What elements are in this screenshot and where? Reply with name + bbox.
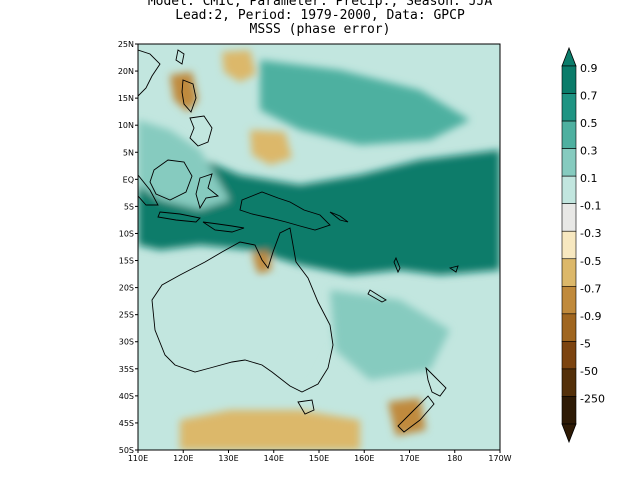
colorbar-swatch bbox=[561, 396, 577, 425]
x-tick-label: 180 bbox=[447, 454, 462, 463]
colorbar-swatch bbox=[561, 341, 577, 370]
field-region-indonesia-south-china-sea bbox=[138, 120, 230, 210]
coastline-new-guinea bbox=[239, 191, 331, 231]
x-tick-label: 170E bbox=[399, 454, 419, 463]
x-tick-label: 170W bbox=[488, 454, 511, 463]
coastline-nz-north bbox=[425, 366, 447, 397]
colorbar-label: -0.3 bbox=[580, 227, 601, 240]
colorbar-swatch bbox=[561, 65, 577, 94]
field-region-philippines-west bbox=[170, 72, 198, 112]
y-tick-label: 50S bbox=[119, 446, 134, 455]
coastline-solomons bbox=[329, 211, 349, 223]
field-region-southern-ocean-45s bbox=[180, 410, 360, 450]
colorbar-swatch bbox=[561, 258, 577, 287]
colorbar-swatch bbox=[561, 230, 577, 260]
x-tick-label: 130E bbox=[218, 454, 238, 463]
field-region-mindanao-east bbox=[250, 130, 292, 165]
colorbar-top-arrow bbox=[561, 46, 577, 67]
field-region-interior-australia bbox=[165, 280, 320, 370]
coastline-nusa-tenggara bbox=[202, 221, 245, 233]
map-field bbox=[138, 44, 500, 450]
land-outlines bbox=[138, 49, 459, 433]
y-tick-label: 20S bbox=[119, 284, 134, 293]
coastline-asia bbox=[138, 49, 161, 97]
colorbar-label: -0.7 bbox=[580, 282, 601, 295]
coastline-australia bbox=[151, 227, 334, 393]
colorbar-swatch bbox=[561, 368, 577, 397]
colorbar-label: -5 bbox=[580, 337, 591, 350]
chart-title-line3: MSSS (phase error) bbox=[249, 22, 391, 37]
y-tick-label: 25N bbox=[118, 40, 134, 49]
coastline-sumatra bbox=[138, 174, 159, 206]
coastline-new-caledonia bbox=[367, 289, 387, 303]
y-tick-label: 45S bbox=[119, 419, 134, 428]
y-tick-label: EQ bbox=[123, 175, 134, 184]
colorbar-swatch bbox=[561, 93, 577, 122]
colorbar-bottom-arrow bbox=[561, 423, 577, 444]
latitude-axis: 25N 20N 15N 10N 5N EQ 5S 10S 15S 20S 25S 30S 35S 40S 4… bbox=[118, 40, 138, 455]
y-tick-label: 5S bbox=[124, 202, 134, 211]
colorbar-label: 0.3 bbox=[580, 145, 598, 158]
longitude-axis: 110E 120E 130E 140E 150E 160E 170E 180 170W bbox=[128, 450, 512, 463]
y-tick-label: 5N bbox=[123, 148, 134, 157]
colorbar-swatch bbox=[561, 148, 577, 177]
x-tick-label: 150E bbox=[309, 454, 329, 463]
colorbar-swatch bbox=[561, 203, 577, 232]
y-tick-label: 35S bbox=[119, 365, 134, 374]
coastline-taiwan bbox=[175, 49, 185, 65]
colorbar-label: 0.9 bbox=[580, 62, 598, 75]
colorbar-label: 0.1 bbox=[580, 172, 598, 185]
coastline-sulawesi bbox=[195, 173, 220, 210]
field-region-gulf-of-carpentaria bbox=[252, 250, 272, 274]
y-tick-label: 20N bbox=[118, 67, 134, 76]
colorbar-label: -250 bbox=[580, 392, 605, 405]
colorbar: 0.9 0.7 0.5 0.3 0.1 -0.1 -0.3 -0.5 -0.7 -0.9 -5 -50… bbox=[561, 46, 605, 444]
x-tick-label: 110E bbox=[128, 454, 148, 463]
coastline-borneo bbox=[149, 159, 193, 201]
colorbar-label: -0.9 bbox=[580, 310, 601, 323]
x-tick-label: 120E bbox=[173, 454, 193, 463]
colorbar-swatch bbox=[561, 120, 577, 149]
chart-title-line1: Model: CMIC, Parameter: Precip., Season:… bbox=[147, 0, 493, 9]
field-region-philippine-sea bbox=[260, 60, 470, 145]
colorbar-label: -0.5 bbox=[580, 255, 601, 268]
coastline-java bbox=[157, 211, 201, 223]
y-tick-label: 15S bbox=[119, 257, 134, 266]
y-tick-label: 40S bbox=[119, 392, 134, 401]
colorbar-label: -50 bbox=[580, 365, 598, 378]
y-tick-label: 30S bbox=[119, 338, 134, 347]
colorbar-swatch bbox=[561, 313, 577, 342]
colorbar-label: 0.7 bbox=[580, 90, 598, 103]
field-region-equatorial-band bbox=[138, 150, 500, 275]
x-tick-label: 160E bbox=[354, 454, 374, 463]
field-region-tasman-sea bbox=[330, 290, 450, 380]
chart-title-line2: Lead:2, Period: 1979-2000, Data: GPCP bbox=[175, 8, 465, 23]
field-region-north-pacific-20n bbox=[222, 50, 256, 82]
x-tick-label: 140E bbox=[264, 454, 284, 463]
coastline-nz-south bbox=[397, 395, 435, 433]
coastline-vanuatu bbox=[393, 256, 401, 274]
colorbar-swatch bbox=[561, 175, 577, 204]
y-tick-label: 10N bbox=[118, 121, 134, 130]
y-tick-label: 10S bbox=[119, 229, 134, 238]
colorbar-swatch bbox=[561, 286, 577, 315]
colorbar-label: 0.5 bbox=[580, 117, 598, 130]
coastline-tasmania bbox=[297, 399, 315, 415]
colorbar-label: -0.1 bbox=[580, 200, 601, 213]
y-tick-label: 25S bbox=[119, 311, 134, 320]
coastline-luzon bbox=[181, 79, 197, 113]
coastline-fiji bbox=[448, 265, 459, 273]
y-tick-label: 15N bbox=[118, 94, 134, 103]
coastline-visayas-mindanao bbox=[189, 115, 213, 147]
